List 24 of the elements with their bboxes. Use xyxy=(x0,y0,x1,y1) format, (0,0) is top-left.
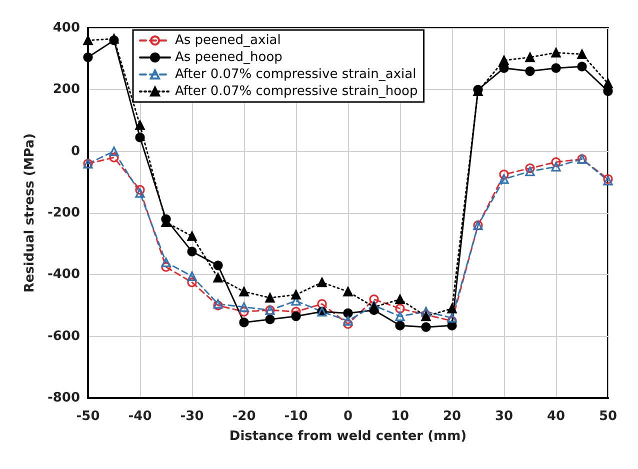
x-axis-title: Distance from weld center (mm) xyxy=(229,429,467,444)
x-tick-label: 20 xyxy=(442,409,462,424)
legend-label: After 0.07% compressive strain_hoop xyxy=(175,84,418,99)
x-tick-label: -40 xyxy=(128,409,152,424)
legend-label: After 0.07% compressive strain_axial xyxy=(175,67,416,82)
x-tick-label: 40 xyxy=(546,409,566,424)
x-tick-label: -50 xyxy=(76,409,100,424)
x-tick-label: -20 xyxy=(232,409,256,424)
y-axis-title: Residual stress (MPa) xyxy=(22,133,38,293)
x-tick-label: 10 xyxy=(390,409,410,424)
legend-label: As peened_hoop xyxy=(175,50,282,65)
y-tick-label: -600 xyxy=(47,328,80,344)
x-tick-label: 30 xyxy=(494,409,514,424)
y-tick-label: 400 xyxy=(52,20,80,36)
y-tick-label: -200 xyxy=(47,206,80,220)
x-tick-label: -30 xyxy=(180,409,204,424)
x-tick-label: 0 xyxy=(343,409,353,424)
y-tick-label: 200 xyxy=(52,82,80,98)
legend-label: As peened_axial xyxy=(175,33,281,48)
y-tick-label: -400 xyxy=(47,267,80,282)
x-tick-label: -10 xyxy=(284,409,308,424)
y-tick-label: -800 xyxy=(47,390,80,406)
x-tick-label: 50 xyxy=(598,409,618,424)
y-tick-label: 0 xyxy=(70,144,80,159)
